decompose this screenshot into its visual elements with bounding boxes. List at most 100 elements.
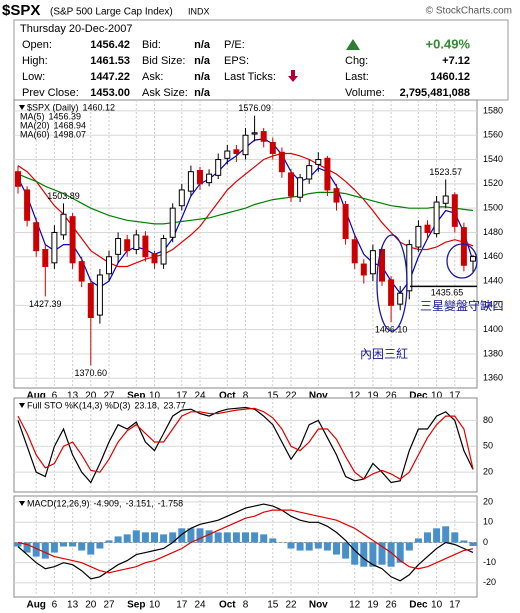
histogram-bar: [251, 532, 259, 543]
x-tick-label: Oct: [219, 600, 236, 611]
x-tick-label: 19: [367, 600, 379, 611]
x-tick-label: 22: [285, 600, 297, 611]
histogram-bar: [187, 528, 195, 543]
candle-body: [169, 207, 176, 238]
change-percent: +0.49%: [426, 36, 471, 51]
histogram-bar: [178, 528, 186, 543]
x-tick-label: 6: [52, 391, 58, 402]
x-tick-label: 20: [85, 600, 97, 611]
candle-body: [115, 238, 122, 255]
high-label: 1503.89: [47, 191, 80, 201]
histogram-bar: [451, 532, 459, 543]
candle-body: [78, 261, 85, 282]
candle-body: [278, 151, 285, 173]
legend-text: MA(60): [20, 129, 50, 139]
x-tick-label: 17: [176, 391, 188, 402]
histogram-bar: [205, 530, 213, 543]
histogram-bar: [87, 542, 95, 555]
x-tick-label: 17: [449, 600, 461, 611]
x-tick-label: 10: [149, 600, 161, 611]
x-tick-label: 24: [194, 391, 206, 402]
quote-label: Volume:: [345, 87, 385, 99]
annotation-circle: [446, 243, 478, 279]
quote-value: 1456.42: [90, 39, 130, 51]
panel-frame: [13, 397, 478, 493]
low-label: 1406.10: [375, 325, 408, 335]
series-line: [17, 406, 474, 484]
quote-label: Open:: [22, 39, 52, 51]
y-tick-label: 1560: [483, 130, 503, 140]
legend-marker: [19, 501, 25, 506]
x-tick-label: 26: [386, 600, 398, 611]
legend-text: Full STO %K(14,3) %D(3): [27, 400, 130, 410]
histogram-bar: [305, 542, 313, 551]
x-tick-label: 13: [67, 391, 79, 402]
histogram-bar: [32, 542, 40, 557]
x-tick-label: 6: [52, 600, 58, 611]
quote-label: Bid:: [142, 39, 161, 51]
histogram-bar: [232, 532, 240, 543]
histogram-bar: [23, 542, 31, 553]
candle-body: [15, 171, 21, 187]
histogram-bar: [196, 528, 204, 543]
histogram-bar: [141, 532, 149, 543]
histogram-bar: [460, 540, 468, 543]
legend-text: MACD(12,26,9): [27, 498, 90, 508]
series-line: [17, 152, 474, 268]
quote-label: Low:: [22, 71, 45, 83]
histogram-bar: [41, 542, 49, 559]
x-tick-label: 17: [176, 600, 188, 611]
credit[interactable]: © StockCharts.com: [426, 6, 512, 17]
y-tick-label: 80: [483, 415, 493, 425]
candle-body: [242, 134, 249, 156]
index-name: (S&P 500 Large Cap Index): [50, 7, 173, 18]
exchange: INDX: [188, 6, 210, 16]
histogram-bar: [169, 532, 177, 543]
y-tick-label: -20: [483, 577, 496, 587]
x-tick-label: 27: [103, 391, 115, 402]
candle-body: [397, 292, 404, 305]
quote-value: n/a: [194, 71, 211, 83]
x-tick-label: 8: [243, 600, 249, 611]
histogram-bar: [242, 532, 249, 543]
y-tick-label: 1400: [483, 324, 503, 334]
histogram-bar: [333, 542, 340, 555]
y-tick-label: 1420: [483, 300, 503, 310]
legend-text: 1468.94: [54, 120, 87, 130]
histogram-bar: [387, 542, 395, 567]
series-line: [17, 503, 474, 582]
x-tick-label: 13: [67, 600, 79, 611]
histogram-bar: [469, 542, 477, 547]
series-line: [17, 173, 474, 225]
x-tick-label: 10: [149, 391, 161, 402]
quote-value: +7.12: [442, 55, 470, 67]
quote-value: 2,795,481,088: [400, 87, 470, 99]
candle-body: [133, 234, 140, 250]
histogram-bar: [160, 534, 168, 543]
quote-label: Last:: [345, 71, 369, 83]
high-label: 1576.09: [238, 103, 271, 113]
candle-body: [369, 250, 376, 275]
candle-body: [124, 239, 131, 252]
histogram-bar: [396, 542, 404, 563]
quote-label: Chg:: [345, 55, 368, 67]
legend-text: 1498.07: [54, 129, 87, 139]
histogram-bar: [69, 542, 77, 547]
y-tick-label: 1500: [483, 203, 503, 213]
histogram-bar: [342, 542, 350, 559]
candle-body: [260, 131, 267, 142]
candle-body: [251, 132, 258, 135]
candle-body: [351, 239, 358, 264]
annotation-circle: [376, 234, 408, 332]
candle-body: [360, 263, 367, 276]
low-label: 1427.39: [29, 299, 62, 309]
legend-marker: [19, 105, 25, 110]
candle-body: [187, 171, 194, 192]
quote-label: High:: [22, 55, 48, 67]
candle-body: [33, 222, 40, 252]
candle-body: [87, 282, 94, 319]
histogram-bar: [369, 542, 377, 567]
candle-body: [388, 279, 395, 306]
y-tick-label: -10: [483, 557, 496, 567]
candle-body: [224, 150, 231, 159]
